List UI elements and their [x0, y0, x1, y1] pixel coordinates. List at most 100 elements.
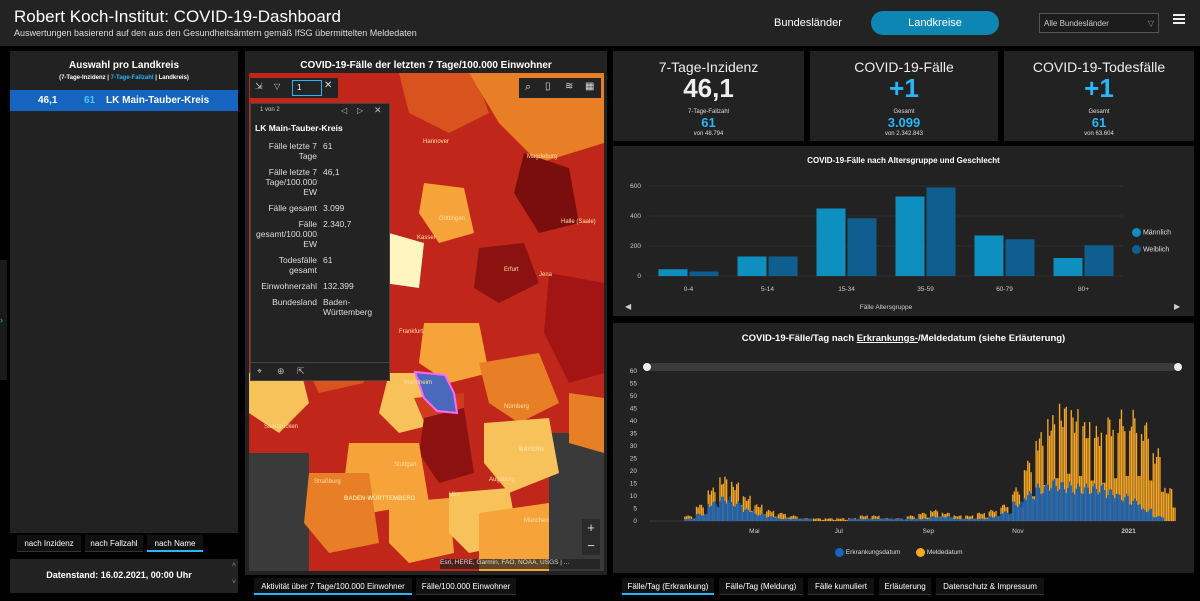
close-icon[interactable]: ✕ — [374, 105, 382, 115]
bar-erkrankungsdatum — [744, 509, 746, 521]
bookmark-icon[interactable]: ▯ — [545, 81, 551, 92]
popup-header-bar: ⇲ ▽ 1 ✕ — [250, 78, 338, 98]
bar-erkrankungsdatum — [1127, 495, 1129, 521]
tab-faelle-erkrankung[interactable]: Fälle/Tag (Erkrankung) — [622, 578, 714, 595]
bar-erkrankungsdatum — [955, 518, 957, 521]
dock-icon[interactable]: ⇲ — [255, 81, 263, 91]
bar-meldedatum — [953, 515, 955, 521]
bar-erkrankungsdatum — [990, 516, 992, 521]
bar-meldedatum — [1154, 463, 1156, 521]
sort-by-name-button[interactable]: nach Name — [147, 535, 203, 552]
bar-meldedatum — [1017, 491, 1019, 521]
bar-meldedatum — [1117, 432, 1119, 521]
map-canvas[interactable]: Hannover Magdeburg Göttingen Halle (Saal… — [249, 73, 604, 571]
bar-meldedatum — [824, 518, 827, 521]
bar-erkrankungsdatum — [692, 519, 694, 521]
svg-text:Göttingen: Göttingen — [439, 216, 465, 222]
x-tick-label: 80+ — [1078, 286, 1089, 293]
chart-prev-icon[interactable]: ◀ — [625, 302, 632, 311]
bar-meldedatum — [1082, 426, 1084, 521]
bundesland-select[interactable]: Alle Bundesländer ▽ — [1039, 13, 1159, 33]
list-item[interactable]: 46,1 61 LK Main-Tauber-Kreis — [10, 90, 238, 111]
bar-meldedatum — [836, 518, 838, 521]
scroll-up-icon[interactable]: ˄ — [231, 562, 236, 569]
bar-erkrankungsdatum — [772, 517, 775, 521]
scroll-down-icon[interactable]: ˅ — [231, 579, 236, 586]
bar-erkrankungsdatum — [894, 519, 897, 521]
popup-count-tab[interactable]: 1 — [292, 80, 322, 96]
bar-erkrankungsdatum — [858, 518, 860, 521]
tab-faelle-kumuliert[interactable]: Fälle kumuliert — [808, 578, 874, 595]
bar-erkrankungsdatum — [1043, 486, 1046, 521]
next-icon[interactable]: ▷ — [357, 106, 364, 115]
zoom-in-button[interactable]: + — [587, 520, 595, 535]
sort-by-inzidenz-button[interactable]: nach Inzidenz — [17, 535, 81, 552]
sidebar-toggle-icon[interactable]: › — [0, 260, 7, 380]
chart-next-icon[interactable]: ▶ — [1174, 302, 1181, 311]
bar-erkrankungsdatum — [1030, 493, 1032, 521]
bar-meldedatum — [744, 497, 746, 521]
bar-meldedatum — [1002, 505, 1004, 521]
landkreise-button[interactable]: Landkreise — [871, 11, 999, 35]
bar-meldedatum — [1155, 456, 1158, 521]
svg-text:Nürnberg: Nürnberg — [504, 404, 529, 410]
bar-meldedatum — [730, 481, 733, 521]
bar-weiblich — [689, 271, 719, 276]
zoom-out-button[interactable]: − — [587, 538, 595, 553]
tab-erlaeuterung[interactable]: Erläuterung — [879, 578, 931, 595]
dock-icon[interactable]: ⇱ — [297, 366, 305, 376]
map-toolbar: ⌕ ▯ ≋ ▦ — [519, 78, 601, 98]
selected-landkreis-highlight — [413, 370, 459, 415]
tab-aktivitaet[interactable]: Aktivität über 7 Tage/100.000 Einwohner — [254, 578, 412, 595]
bar-erkrankungsdatum — [722, 496, 724, 521]
bar-erkrankungsdatum — [948, 516, 950, 521]
bar-erkrankungsdatum — [1048, 490, 1051, 521]
bar-meldedatum — [761, 504, 763, 521]
bar-erkrankungsdatum — [1102, 484, 1104, 521]
previous-icon[interactable]: ◁ — [341, 106, 348, 115]
bar-erkrankungsdatum — [1087, 487, 1089, 521]
range-slider-start-handle — [643, 363, 651, 371]
bar-erkrankungsdatum — [1115, 494, 1118, 521]
age-chart: 0 200 400 600 0-4 5-14 15-34 35-59 60-79 80+ Fälle… — [630, 183, 1123, 311]
choropleth-map[interactable]: Hannover Magdeburg Göttingen Halle (Saal… — [249, 73, 604, 571]
basemap-icon[interactable]: ▦ — [585, 81, 595, 92]
bar-erkrankungsdatum — [963, 518, 965, 521]
bar-erkrankungsdatum — [1060, 482, 1062, 521]
bar-meldedatum — [970, 516, 972, 521]
bar-erkrankungsdatum — [940, 516, 942, 521]
chevron-down-icon[interactable]: ▽ — [274, 82, 281, 91]
bar-erkrankungsdatum — [995, 516, 997, 521]
bundeslaender-button[interactable]: Bundesländer — [774, 17, 842, 29]
close-icon[interactable]: ✕ — [324, 80, 333, 91]
bar-meldedatum — [1038, 438, 1041, 521]
tab-datenschutz[interactable]: Datenschutz & Impressum — [936, 578, 1044, 595]
bar-meldedatum — [734, 490, 736, 521]
bar-meldedatum — [909, 515, 912, 521]
sort-by-fallzahl-button[interactable]: nach Fallzahl — [85, 535, 143, 552]
bar-erkrankungsdatum — [906, 518, 908, 521]
x-tick-label: Jul — [835, 528, 844, 535]
bar-erkrankungsdatum — [1147, 511, 1149, 521]
bar-erkrankungsdatum — [968, 519, 970, 521]
locate-icon[interactable]: ⌖ — [257, 366, 263, 376]
bar-erkrankungsdatum — [1150, 508, 1153, 521]
bar-meldedatum — [844, 519, 847, 521]
bar-erkrankungsdatum — [985, 519, 987, 521]
tab-faelle-meldung[interactable]: Fälle/Tag (Meldung) — [719, 578, 803, 595]
bar-erkrankungsdatum — [1072, 492, 1074, 521]
legend-dot-maennlich — [1132, 228, 1141, 237]
bar-erkrankungsdatum — [854, 519, 857, 521]
hamburger-menu-icon[interactable] — [1173, 14, 1185, 24]
search-icon[interactable]: ⌕ — [525, 81, 532, 93]
bar-meldedatum — [839, 518, 842, 521]
bar-meldedatum — [695, 506, 698, 521]
zoom-to-icon[interactable]: ⊕ — [277, 366, 285, 376]
bar-männlich — [974, 235, 1004, 276]
layers-icon[interactable]: ≋ — [565, 81, 574, 92]
tab-faelle-100000[interactable]: Fälle/100.000 Einwohner — [416, 578, 516, 595]
bar-erkrankungsdatum — [863, 519, 865, 521]
bar-meldedatum — [983, 512, 985, 521]
bar-meldedatum — [777, 514, 780, 521]
bar-erkrankungsdatum — [1095, 488, 1098, 521]
